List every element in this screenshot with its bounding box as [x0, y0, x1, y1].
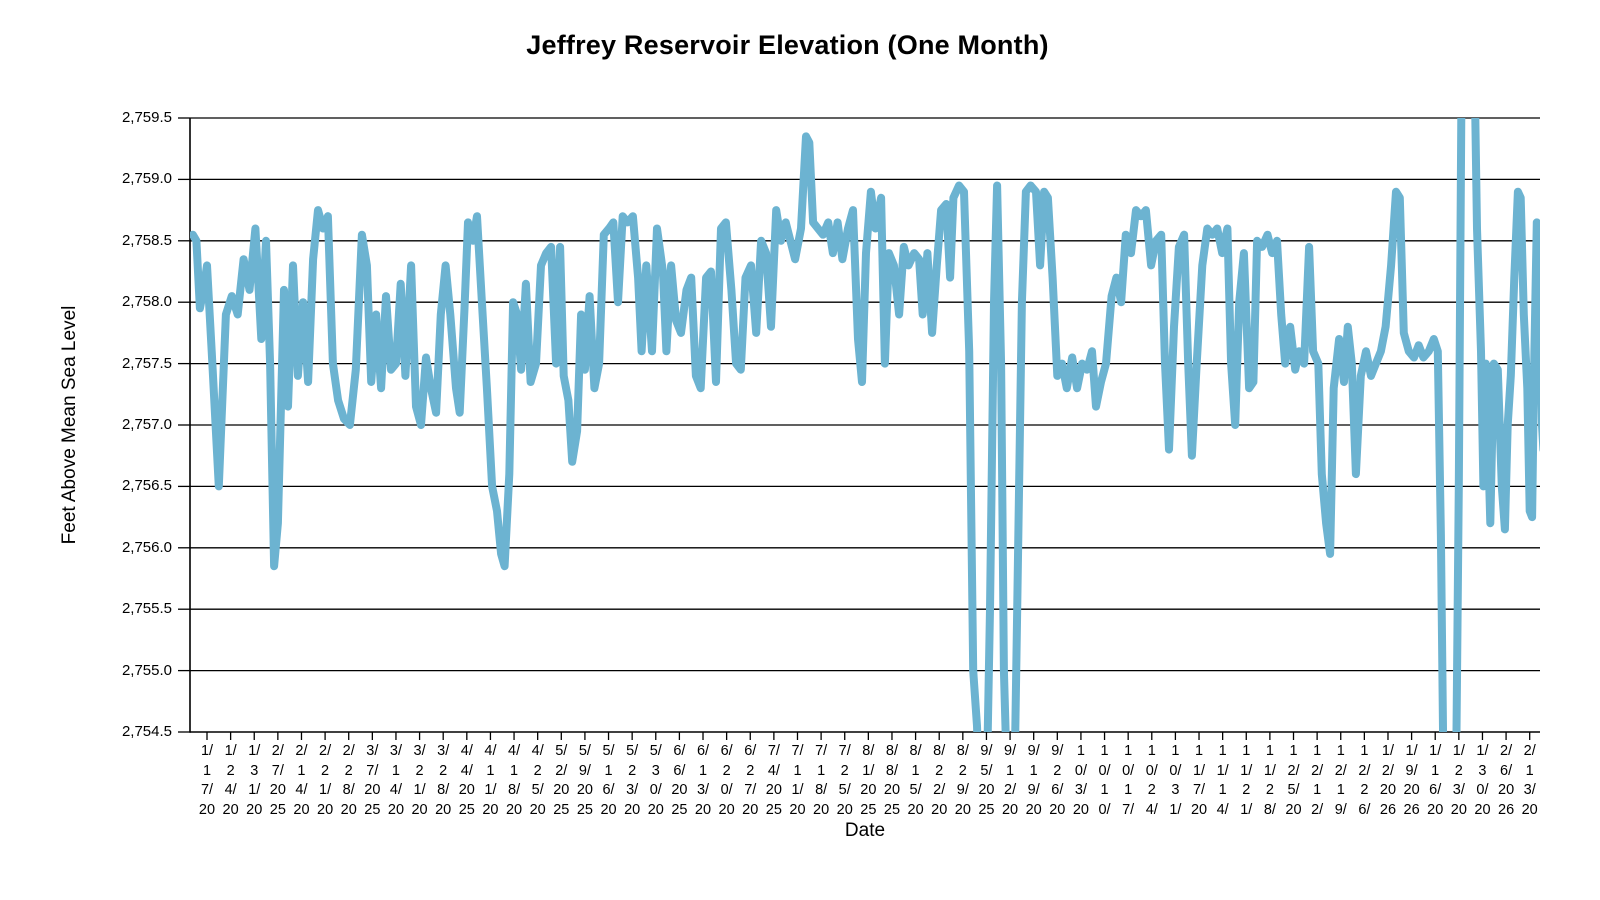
x-axis-tick-label: 7/25/2025 — [836, 743, 853, 819]
x-axis-tick-label: 8/22/2025 — [931, 743, 948, 819]
x-axis-tick-label: 8/1/2025 — [860, 743, 877, 819]
reservoir-elevation-line — [190, 118, 1540, 732]
x-axis-tick-label: 9/12/2025 — [1001, 743, 1019, 819]
x-axis-tick-label: 9/19/2025 — [1025, 743, 1042, 819]
y-axis-tick-label: 2,755.5 — [121, 600, 172, 618]
x-axis-tick-label: 4/4/2025 — [458, 743, 475, 819]
y-axis-tick-label: 2,759.0 — [121, 170, 172, 188]
y-axis-tick-label: 2,759.5 — [121, 109, 172, 126]
x-axis-tick-label: 11/21/2025 — [1240, 743, 1253, 819]
x-axis-tick-label: 12/12/2025 — [1311, 743, 1324, 819]
x-axis-tick-label: 9/26/2025 — [1049, 743, 1066, 819]
x-axis-tick-label: 10/17/2025 — [1122, 743, 1135, 819]
x-axis-tick-label: 1/23/2026 — [1450, 743, 1467, 819]
x-axis-tick-label: 10/31/2025 — [1169, 743, 1182, 819]
x-axis-tick-label: 10/24/2025 — [1145, 743, 1158, 819]
chart-title: Jeffrey Reservoir Elevation (One Month) — [526, 30, 1049, 60]
x-axis-tick-label: 2/13/2026 — [1521, 743, 1538, 819]
y-axis-tick-label: 2,755.0 — [121, 661, 172, 679]
x-axis-tick-label: 5/16/2025 — [600, 743, 617, 819]
x-axis-tick-label: 7/18/2025 — [813, 743, 830, 819]
y-axis-title: Feet Above Mean Sea Level — [59, 305, 80, 545]
x-axis-tick-label: 5/30/2025 — [647, 743, 664, 819]
y-axis-tick-label: 2,758.0 — [121, 293, 172, 311]
x-axis-tick-label: 6/6/2025 — [671, 743, 688, 819]
x-axis-tick-label: 12/26/2025 — [1358, 743, 1371, 819]
x-axis-tick-label: 2/28/2025 — [340, 743, 357, 819]
x-axis-tick-label: 3/14/2025 — [387, 743, 405, 819]
plot-area — [178, 117, 1540, 740]
x-axis-tick-label: 3/7/2025 — [364, 743, 381, 819]
x-axis-tick-label: 2/6/2026 — [1498, 743, 1515, 819]
x-axis-tick-label: 12/19/2025 — [1334, 743, 1347, 819]
x-axis-tick-label: 11/14/2025 — [1216, 743, 1229, 819]
x-axis-tick-label: 6/13/2025 — [694, 743, 712, 819]
x-axis-tick-label: 2/7/2025 — [269, 743, 286, 819]
x-axis-tick-label: 6/27/2025 — [742, 743, 759, 819]
x-axis-tick-label: 3/21/2025 — [411, 743, 428, 819]
x-axis-tick-label: 1/17/2025 — [198, 743, 216, 819]
x-axis-tick-label: 7/11/2025 — [789, 743, 806, 819]
x-axis-title: Date — [844, 820, 886, 841]
x-axis-tick-label: 4/11/2025 — [482, 743, 499, 819]
x-axis-tick-label: 5/2/2025 — [553, 743, 570, 819]
y-axis-tick-label: 2,757.0 — [121, 416, 172, 433]
x-axis-tick-label: 2/14/2025 — [293, 743, 310, 819]
x-axis-tick-label: 1/24/2025 — [222, 743, 239, 819]
x-axis-tick-label: 2/21/2025 — [317, 743, 334, 819]
x-axis-tick-label: 5/9/2025 — [576, 743, 593, 819]
x-axis-tick-label: 4/18/2025 — [505, 743, 523, 819]
y-axis-tick-label: 2,757.5 — [121, 354, 172, 372]
x-axis-tick-label: 10/3/2025 — [1072, 743, 1089, 819]
x-axis-tick-label: 5/23/2025 — [624, 743, 641, 819]
x-axis-tick-label: 4/25/2025 — [529, 743, 546, 819]
x-axis-tick-label: 8/29/2025 — [954, 743, 971, 819]
y-axis-tick-label: 2,754.5 — [121, 723, 172, 740]
y-axis-tick-label: 2,758.5 — [121, 231, 172, 249]
x-axis-tick-label: 11/7/2025 — [1190, 743, 1208, 819]
y-axis-tick-label: 2,756.5 — [121, 477, 172, 495]
x-axis-tick-label: 1/30/2026 — [1474, 743, 1491, 819]
x-axis-tick-label: 3/28/2025 — [435, 743, 452, 819]
x-axis-tick-label: 10/10/2025 — [1098, 743, 1111, 819]
axis-ticks — [178, 117, 1531, 740]
x-axis-tick-label: 9/5/2025 — [978, 743, 995, 819]
x-axis-tick-label: 11/28/2025 — [1263, 743, 1276, 819]
y-axis-tick-label: 2,756.0 — [121, 538, 172, 556]
x-axis-tick-label: 6/20/2025 — [718, 743, 735, 819]
x-axis-tick-label: 12/5/2025 — [1285, 743, 1302, 819]
x-axis-tick-label: 1/31/2025 — [246, 743, 263, 819]
x-axis-tick-label: 1/16/2026 — [1427, 743, 1444, 819]
x-axis-tick-label: 8/15/2025 — [907, 743, 924, 819]
x-axis-tick-label: 8/8/2025 — [883, 743, 901, 819]
x-axis-tick-label: 1/2/2026 — [1379, 743, 1397, 819]
x-axis-tick-label: 7/4/2025 — [765, 743, 782, 819]
x-axis-tick-label: 1/9/2026 — [1403, 743, 1420, 819]
